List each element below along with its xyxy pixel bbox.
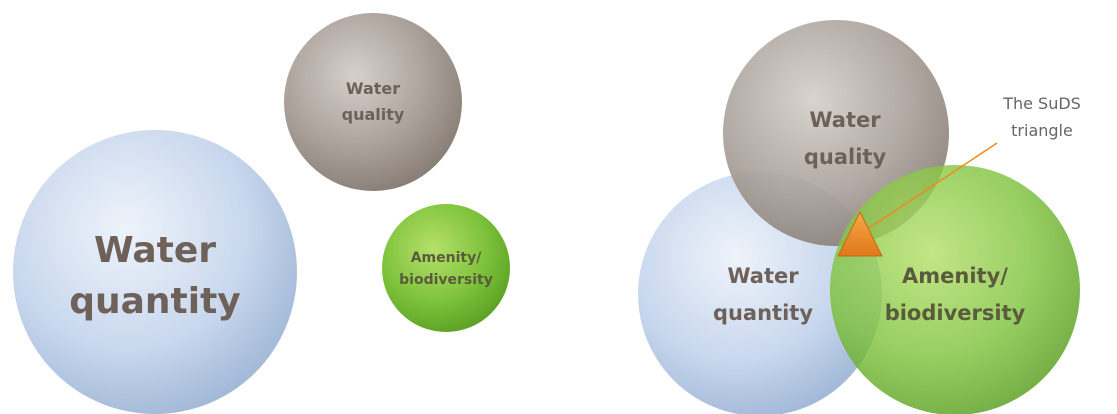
left-water-quantity-line2: quantity [69,281,241,322]
right-water-quality-line1: Water [809,108,881,132]
left-water-quality-line2: quality [342,105,405,124]
left-water-quantity-circle: Water quantity [13,130,297,414]
right-water-quantity-line1: Water [727,264,799,288]
callout-line1: The SuDS [1002,94,1081,113]
suds-triangle-callout: The SuDS triangle [1002,94,1081,140]
right-amenity-line2: biodiversity [885,301,1026,325]
left-amenity-line1: Amenity/ [411,250,483,266]
callout-line2: triangle [1011,121,1073,140]
left-water-quality-circle: Water quality [284,13,462,191]
callout-line [865,142,998,231]
right-diagram: Water quantity Water quality Amenity/ bi… [638,20,1081,414]
right-water-quantity-line2: quantity [713,301,813,325]
left-diagram: Water quantity Water quality Amenity/ bi… [13,13,510,414]
left-water-quantity-line1: Water [94,230,216,271]
left-water-quality-line1: Water [346,79,400,98]
left-amenity-circle: Amenity/ biodiversity [382,204,510,332]
left-amenity-line2: biodiversity [399,272,493,288]
right-water-quality-line2: quality [804,145,887,169]
right-amenity-line1: Amenity/ [902,264,1008,288]
suds-triangle-marker [837,210,883,257]
right-amenity-circle: Amenity/ biodiversity [830,165,1080,414]
